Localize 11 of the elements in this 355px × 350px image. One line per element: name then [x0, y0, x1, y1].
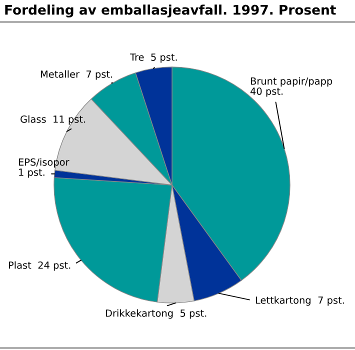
- chart-title: Fordeling av emballasjeavfall. 1997. Prosent: [5, 4, 336, 18]
- slice-label: Brunt papir/papp: [250, 77, 332, 87]
- slice-label: EPS/isopor: [18, 158, 70, 168]
- data-label: 1 pst.: [19, 168, 44, 178]
- slice-label: Tre 5 pst.: [130, 54, 177, 63]
- data-label: 40 pst.: [250, 88, 283, 97]
- slice-label: Plast 24 pst.: [8, 261, 70, 271]
- slice-label: Lettkartong 7 pst.: [256, 296, 344, 306]
- slice-label: Drikkekartong 5 pst.: [106, 309, 206, 319]
- slice-label: Glass 11 pst.: [20, 115, 86, 125]
- slice-label: Metaller 7 pst.: [40, 70, 112, 80]
